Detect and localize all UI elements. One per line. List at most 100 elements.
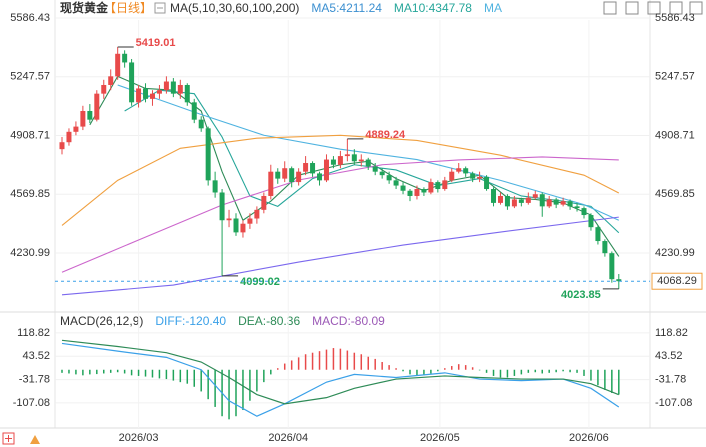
candle-body bbox=[470, 173, 476, 179]
macd-line bbox=[61, 342, 620, 417]
candle-body bbox=[226, 218, 232, 221]
candle-body bbox=[497, 195, 503, 203]
candle-body bbox=[428, 182, 434, 193]
candle-body bbox=[261, 195, 267, 210]
legend-entry: MA10:4347.78 bbox=[394, 1, 472, 15]
macd-tick-label: -107.08 bbox=[13, 397, 50, 409]
candle-body bbox=[595, 227, 601, 242]
candle-body bbox=[504, 195, 510, 207]
candle-body bbox=[574, 206, 580, 209]
tool-icon[interactable] bbox=[647, 1, 661, 15]
candle-body bbox=[602, 241, 608, 254]
y-tick-label-right: 4569.85 bbox=[655, 188, 695, 200]
candle-body bbox=[240, 223, 246, 233]
candle-body bbox=[115, 53, 121, 77]
candle-body bbox=[553, 199, 559, 205]
corner-icons bbox=[2, 432, 40, 445]
candle-body bbox=[254, 209, 260, 219]
candle-body bbox=[136, 88, 142, 103]
candle-body bbox=[477, 176, 483, 179]
candle-body bbox=[484, 176, 490, 190]
candle-body bbox=[379, 171, 385, 176]
macd-legend-entry: DEA:-80.36 bbox=[238, 314, 300, 328]
candle-body bbox=[616, 279, 622, 282]
macd-legend-entry: MACD(26,12,9) bbox=[60, 314, 143, 328]
candle-body bbox=[289, 168, 295, 183]
candle-body bbox=[372, 166, 378, 172]
macd-tick-label-right: -31.78 bbox=[655, 374, 686, 386]
candle-body bbox=[358, 159, 364, 162]
macd-tick-label: 43.52 bbox=[22, 350, 50, 362]
y-tick-label-right: 5586.43 bbox=[655, 12, 695, 24]
last-price-box bbox=[651, 272, 703, 290]
candle-body bbox=[143, 88, 149, 99]
candle-body bbox=[170, 81, 176, 94]
annotation: 4099.02 bbox=[240, 276, 280, 288]
x-tick-label: 2026/06 bbox=[569, 432, 609, 444]
y-tick-label-right: 5247.57 bbox=[655, 71, 695, 83]
tool-icon[interactable] bbox=[603, 1, 617, 15]
y-tick-label: 5247.57 bbox=[10, 71, 50, 83]
candle-body bbox=[317, 173, 323, 181]
macd-tick-label-right: 43.52 bbox=[655, 350, 683, 362]
candle-body bbox=[463, 168, 469, 174]
candle-body bbox=[567, 201, 573, 207]
candle-body bbox=[539, 194, 545, 207]
candle-body bbox=[233, 218, 239, 233]
candle-body bbox=[268, 171, 274, 196]
candle-body bbox=[421, 189, 427, 193]
candle-body bbox=[219, 192, 225, 221]
tool-icon[interactable] bbox=[625, 1, 639, 15]
candle-body bbox=[407, 190, 413, 196]
candle-body bbox=[247, 218, 253, 224]
legend-entry: MA(5,10,30,60,100,200) bbox=[170, 1, 299, 15]
candle-body bbox=[449, 171, 455, 181]
y-tick-label-right: 4230.99 bbox=[655, 247, 695, 259]
candle-body bbox=[310, 163, 316, 174]
candle-body bbox=[581, 208, 587, 216]
macd-tick-label: 118.82 bbox=[17, 327, 50, 339]
add-icon[interactable] bbox=[2, 432, 15, 445]
macd-tick-label-right: -107.08 bbox=[655, 397, 692, 409]
candle-body bbox=[400, 185, 406, 191]
candle-body bbox=[94, 93, 100, 120]
candle-body bbox=[149, 93, 155, 99]
candle-body bbox=[560, 201, 566, 205]
ma-line bbox=[61, 156, 619, 273]
candle-body bbox=[108, 76, 114, 85]
ma-line bbox=[61, 134, 620, 226]
candle-body bbox=[87, 110, 93, 120]
y-tick-label: 4230.99 bbox=[10, 247, 50, 259]
legend-entry: MA bbox=[484, 1, 502, 15]
settings-icon[interactable] bbox=[154, 2, 166, 14]
annotation: 4889.24 bbox=[365, 129, 406, 141]
candle-body bbox=[275, 171, 281, 179]
collapse-icon[interactable] bbox=[30, 435, 40, 444]
candle-body bbox=[129, 62, 135, 103]
macd-legend-entry: MACD:-80.09 bbox=[312, 314, 385, 328]
candle-body bbox=[323, 159, 329, 181]
candle-body bbox=[491, 189, 497, 203]
y-tick-label: 4908.71 bbox=[10, 129, 50, 141]
candle-body bbox=[588, 215, 594, 228]
candle-body bbox=[344, 154, 350, 157]
symbol: 现货黄金 bbox=[60, 0, 109, 15]
candle-body bbox=[351, 154, 357, 162]
candle-body bbox=[330, 159, 336, 165]
tool-icon[interactable] bbox=[669, 1, 683, 15]
candle-body bbox=[122, 53, 128, 63]
macd-legend-entry: DIFF:-120.40 bbox=[155, 314, 226, 328]
candle-body bbox=[212, 180, 218, 193]
candle-body bbox=[435, 182, 441, 190]
tool-icon[interactable] bbox=[689, 1, 703, 15]
candle-body bbox=[414, 189, 420, 196]
candle-body bbox=[184, 84, 190, 103]
y-tick-label: 5586.43 bbox=[10, 12, 50, 24]
candle-body bbox=[456, 168, 462, 172]
period[interactable]: 【日线】 bbox=[104, 1, 152, 15]
macd-tick-label-right: 118.82 bbox=[655, 327, 688, 339]
candle-body bbox=[609, 253, 615, 280]
toolbar bbox=[603, 1, 703, 15]
candle-body bbox=[303, 163, 309, 172]
candle-body bbox=[525, 197, 531, 203]
